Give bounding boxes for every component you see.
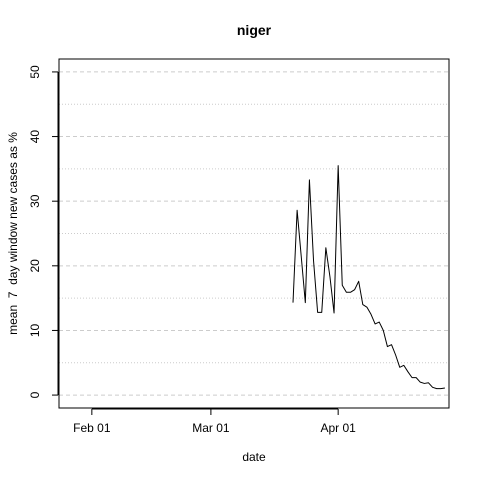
y-tick-label: 30: [28, 194, 42, 208]
chart-title: niger: [237, 22, 272, 38]
series-layer: [292, 165, 445, 390]
y-tick-label: 20: [28, 259, 42, 273]
y-tick-label: 40: [28, 130, 42, 144]
x-tick-label: Apr 01: [320, 421, 356, 435]
grid-layer: [59, 71, 449, 396]
y-tick-label: 10: [28, 323, 42, 337]
y-axis-label: mean 7 day window new cases as %: [6, 132, 20, 335]
plot-frame: [58, 58, 450, 409]
y-tick-label: 0: [28, 391, 42, 398]
y-tick-label: 50: [28, 65, 42, 79]
x-tick-label: Feb 01: [73, 421, 111, 435]
axis-layer: Feb 01 Mar 01 Apr 01 0 10 20 30 40 50: [28, 65, 356, 435]
x-axis-label: date: [242, 450, 266, 464]
x-tick-label: Mar 01: [192, 421, 230, 435]
series-line: [292, 165, 445, 390]
